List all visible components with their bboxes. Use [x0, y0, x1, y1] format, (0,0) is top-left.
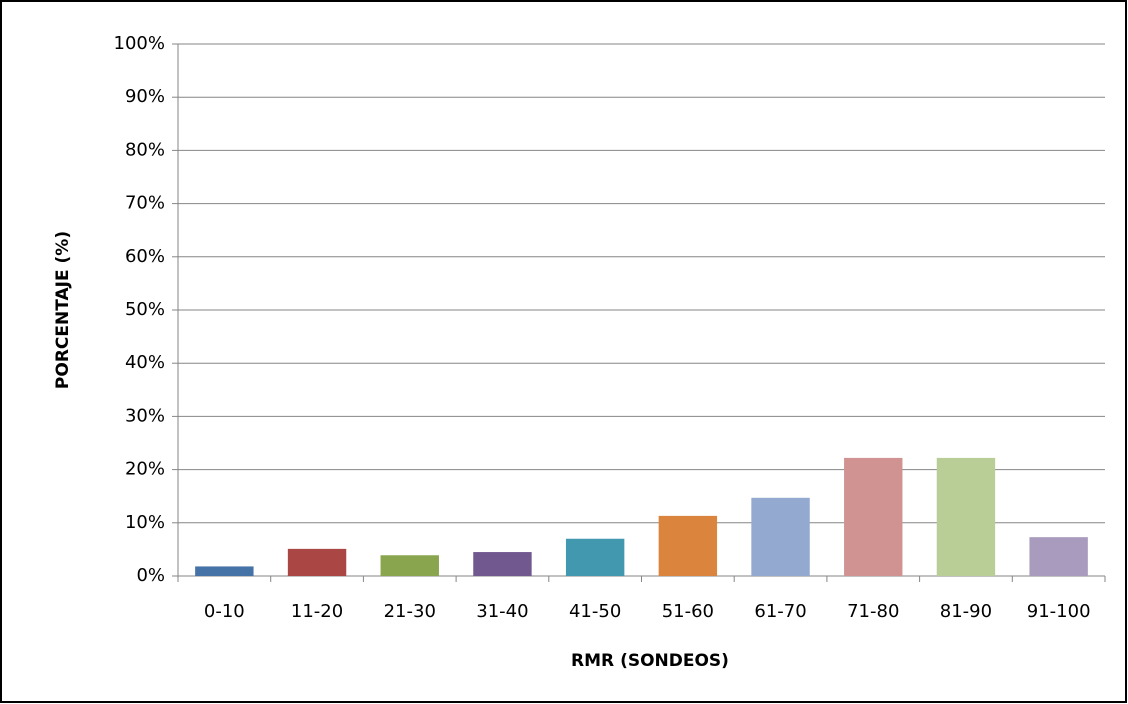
- x-tick-label: 81-90: [940, 601, 992, 622]
- bar: [195, 566, 254, 576]
- bar: [658, 515, 718, 576]
- y-tick-label: 30%: [125, 405, 165, 426]
- y-tick-label: 100%: [114, 33, 165, 54]
- y-tick-label: 20%: [125, 459, 165, 480]
- x-tick-label: 91-100: [1027, 601, 1091, 622]
- y-tick-label: 40%: [125, 352, 165, 373]
- x-tick-label: 11-20: [291, 601, 343, 622]
- bar: [936, 457, 996, 576]
- y-tick-label: 10%: [125, 512, 165, 533]
- bar: [565, 538, 625, 576]
- y-tick-label: 80%: [125, 139, 165, 160]
- x-tick-label: 0-10: [204, 601, 245, 622]
- y-tick-label: 70%: [125, 193, 165, 214]
- y-tick-label: 60%: [125, 246, 165, 267]
- bar: [380, 555, 439, 576]
- x-tick-label: 51-60: [662, 601, 714, 622]
- bar: [287, 548, 347, 576]
- bar: [1029, 537, 1088, 576]
- x-tick-label: 41-50: [569, 601, 621, 622]
- x-tick-label: 31-40: [476, 601, 528, 622]
- y-tick-label: 90%: [125, 86, 165, 107]
- y-tick-label: 0%: [136, 565, 165, 586]
- x-tick-label: 61-70: [754, 601, 806, 622]
- x-tick-label: 71-80: [847, 601, 899, 622]
- bar: [844, 457, 903, 576]
- x-tick-label: 21-30: [384, 601, 436, 622]
- bar: [473, 552, 532, 576]
- y-tick-label: 50%: [125, 299, 165, 320]
- x-axis-title: RMR (SONDEOS): [571, 651, 729, 671]
- y-axis-title: PORCENTAJE (%): [53, 231, 73, 389]
- bar: [751, 497, 810, 576]
